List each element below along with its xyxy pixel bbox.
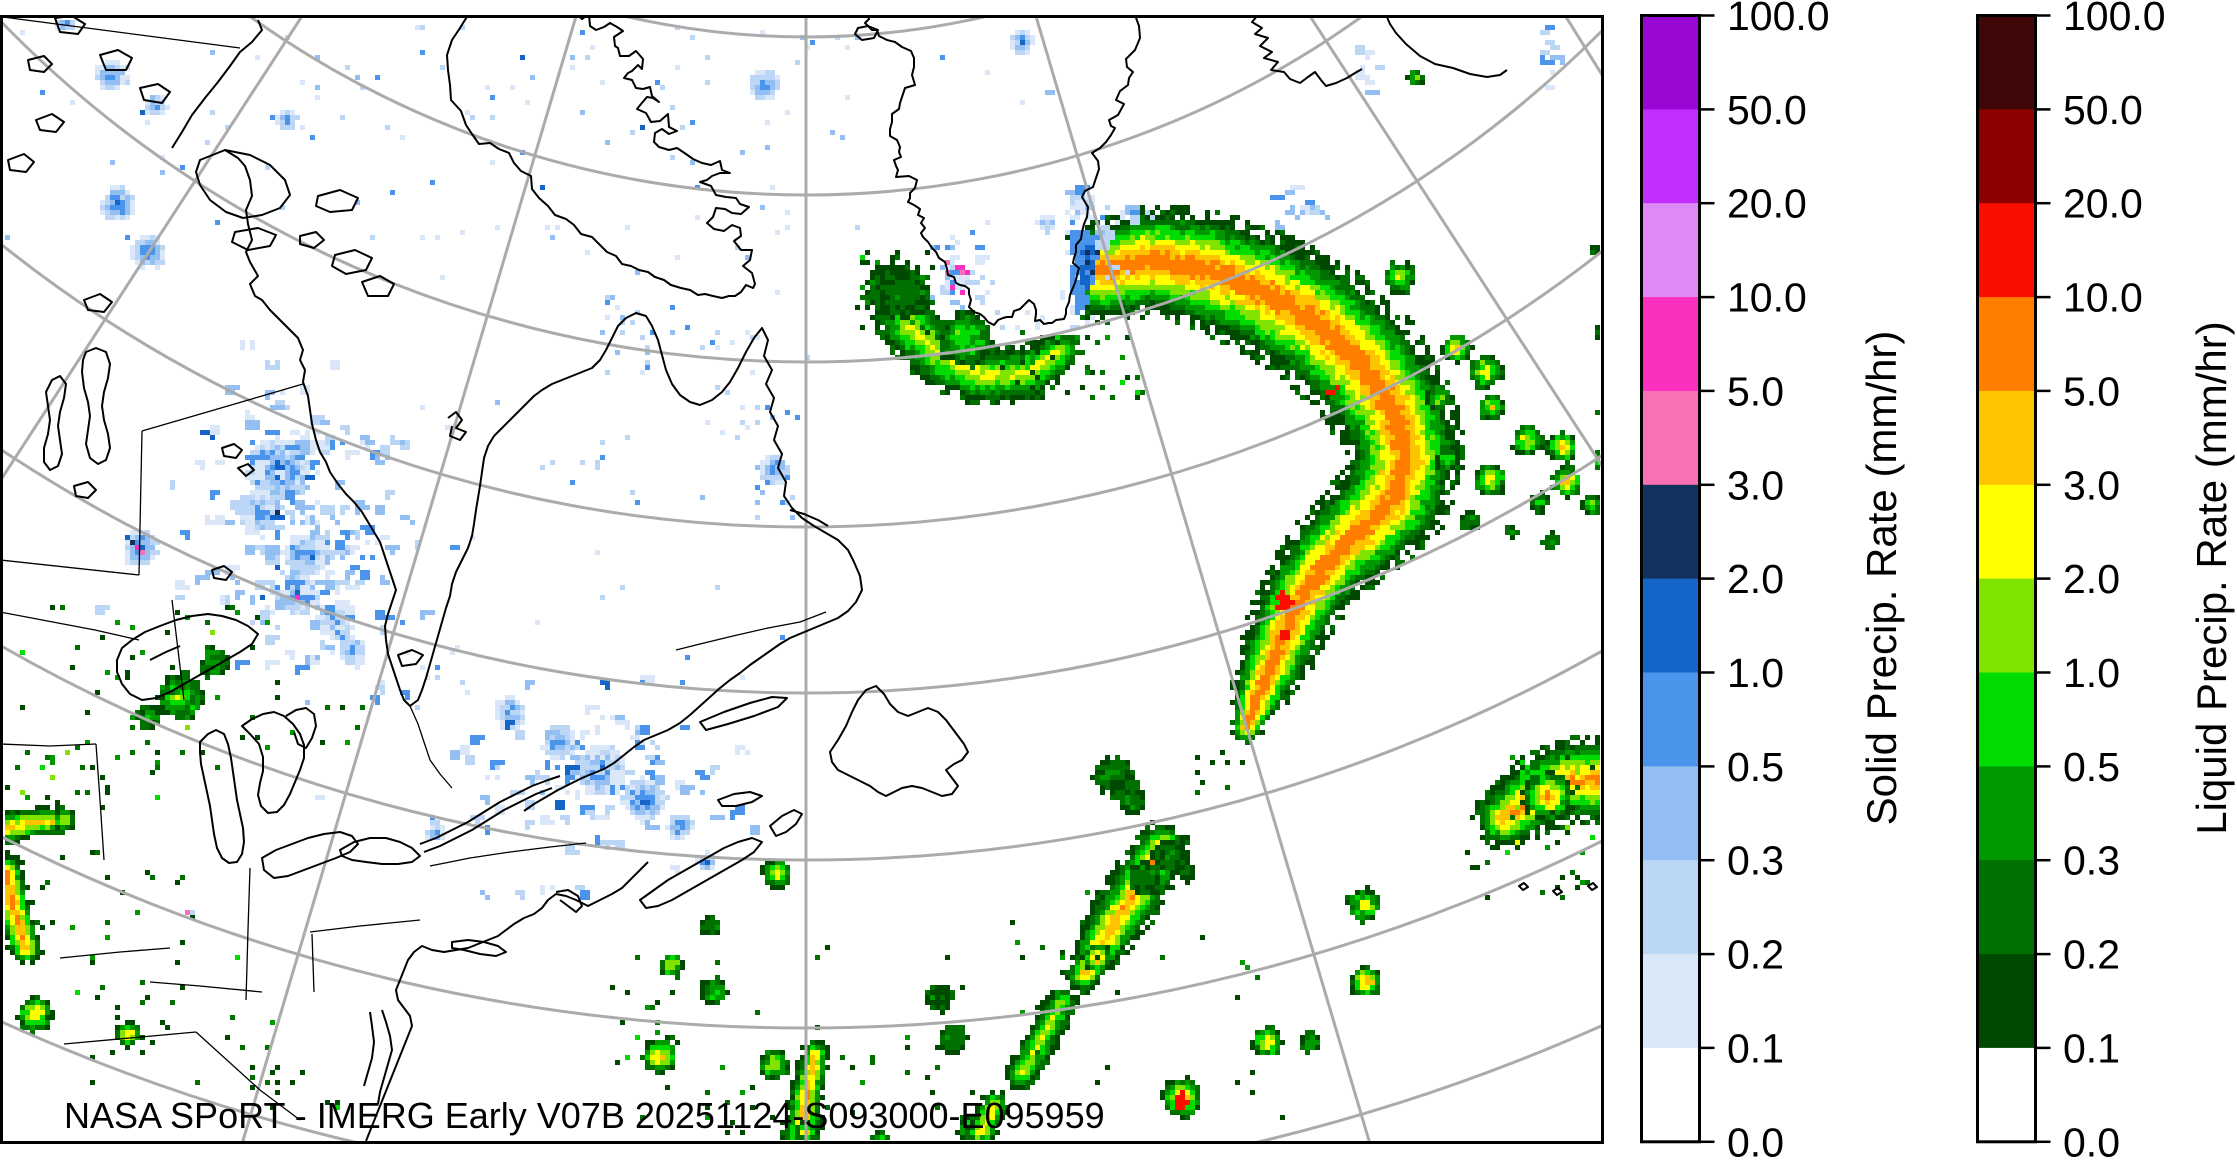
svg-text:0.3: 0.3: [2063, 838, 2120, 884]
svg-text:NASA SPoRT - IMERG Early V07B: NASA SPoRT - IMERG Early V07B 20251124-S…: [64, 1095, 1105, 1136]
svg-text:2.0: 2.0: [1727, 556, 1784, 602]
svg-text:10.0: 10.0: [2063, 275, 2143, 321]
svg-text:0.0: 0.0: [2063, 1119, 2120, 1165]
svg-text:50.0: 50.0: [2063, 87, 2143, 133]
svg-text:10.0: 10.0: [1727, 275, 1807, 321]
svg-text:0.2: 0.2: [2063, 932, 2120, 978]
svg-text:0.1: 0.1: [1727, 1025, 1784, 1071]
svg-text:20.0: 20.0: [2063, 181, 2143, 227]
svg-text:20.0: 20.0: [1727, 181, 1807, 227]
svg-text:3.0: 3.0: [2063, 462, 2120, 508]
svg-text:0.1: 0.1: [2063, 1025, 2120, 1071]
svg-text:Solid Precip. Rate (mm/hr): Solid Precip. Rate (mm/hr): [1858, 331, 1905, 826]
svg-text:3.0: 3.0: [1727, 462, 1784, 508]
svg-text:100.0: 100.0: [1727, 0, 1830, 39]
svg-text:0.5: 0.5: [1727, 744, 1784, 790]
svg-text:0.0: 0.0: [1727, 1119, 1784, 1165]
svg-text:0.2: 0.2: [1727, 932, 1784, 978]
svg-text:1.0: 1.0: [1727, 650, 1784, 696]
svg-text:2.0: 2.0: [2063, 556, 2120, 602]
svg-text:5.0: 5.0: [2063, 368, 2120, 414]
svg-text:0.5: 0.5: [2063, 744, 2120, 790]
svg-text:1.0: 1.0: [2063, 650, 2120, 696]
svg-text:0.3: 0.3: [1727, 838, 1784, 884]
svg-text:100.0: 100.0: [2063, 0, 2166, 39]
svg-text:50.0: 50.0: [1727, 87, 1807, 133]
svg-text:Liquid Precip. Rate (mm/hr): Liquid Precip. Rate (mm/hr): [2188, 321, 2235, 835]
svg-text:5.0: 5.0: [1727, 368, 1784, 414]
